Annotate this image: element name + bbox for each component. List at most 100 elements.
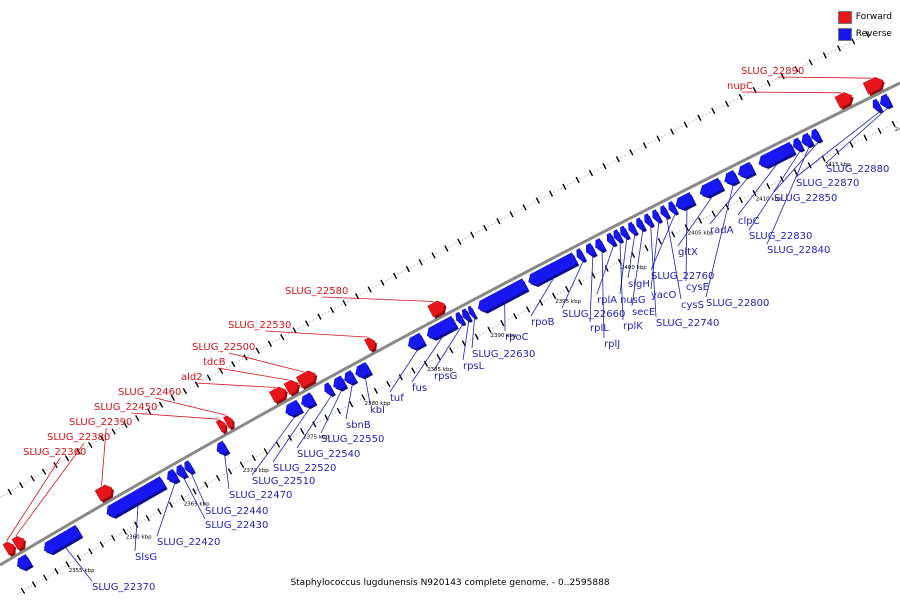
tick-mark bbox=[373, 387, 379, 394]
tick-dot bbox=[226, 366, 228, 369]
gene-leader-line bbox=[530, 276, 556, 317]
tick-dot bbox=[259, 453, 261, 456]
tick-dot bbox=[436, 253, 438, 255]
reverse-gene-arrow bbox=[737, 161, 756, 178]
tick-dot bbox=[155, 512, 158, 514]
tick-dot bbox=[688, 122, 690, 124]
tick-dot bbox=[365, 290, 368, 292]
tick-dot bbox=[533, 201, 536, 203]
gene-leader-line bbox=[596, 245, 614, 295]
tick-layer bbox=[0, 30, 898, 595]
tick-dot bbox=[761, 85, 763, 88]
tick-dot bbox=[278, 338, 280, 340]
tick-dot bbox=[106, 540, 109, 542]
tick-dot bbox=[169, 398, 171, 401]
tick-dot bbox=[567, 184, 569, 186]
tick-dot bbox=[789, 72, 791, 74]
tick-dot bbox=[369, 393, 371, 395]
tick-dot bbox=[283, 440, 285, 442]
gene-leader-line bbox=[411, 334, 445, 383]
reverse-gene-label: nusG bbox=[620, 295, 646, 306]
tick-dot bbox=[576, 283, 578, 285]
tick-mark bbox=[697, 114, 702, 122]
tick-dot bbox=[284, 334, 287, 337]
tick-dot bbox=[84, 553, 86, 556]
tick-dot bbox=[696, 221, 698, 223]
tick-dot bbox=[121, 532, 123, 534]
forward-gene-arrow bbox=[295, 370, 316, 389]
reverse-gene-label: sbnB bbox=[346, 420, 371, 431]
tick-dot bbox=[86, 445, 89, 448]
tick-dot bbox=[889, 125, 891, 127]
tick-dot bbox=[341, 408, 343, 410]
tick-dot bbox=[530, 307, 533, 309]
reverse-gene-label: SLUG_22510 bbox=[252, 476, 315, 487]
tick-dot bbox=[37, 474, 39, 476]
tick-mark bbox=[30, 475, 35, 482]
forward-gene-label: SLUG_22360 bbox=[23, 447, 86, 458]
tick-dot bbox=[620, 156, 622, 159]
tick-dot bbox=[863, 35, 865, 37]
tick-dot bbox=[38, 580, 41, 582]
tick-dot bbox=[651, 141, 653, 143]
gene-leader-line bbox=[737, 161, 779, 216]
reverse-gene-arrow bbox=[660, 205, 670, 219]
tick-dot bbox=[275, 339, 277, 342]
gene-leader-line bbox=[389, 348, 419, 393]
gene-leader-line bbox=[217, 367, 290, 381]
tick-dot bbox=[428, 361, 430, 363]
reverse-gene-arrow bbox=[613, 229, 623, 243]
tick-mark bbox=[206, 374, 212, 381]
tick-dot bbox=[447, 351, 449, 353]
tick-mark bbox=[386, 380, 391, 388]
reverse-gene-label: SLUG_22520 bbox=[273, 463, 336, 474]
tick-dot bbox=[664, 134, 666, 136]
tick-dot bbox=[674, 129, 677, 131]
tick-dot bbox=[319, 420, 322, 422]
tick-mark bbox=[122, 528, 127, 535]
tick-mark bbox=[671, 231, 676, 238]
reverse-gene-arrow bbox=[176, 464, 188, 478]
tick-mark bbox=[54, 567, 59, 575]
tick-dot bbox=[599, 271, 601, 273]
tick-dot bbox=[118, 534, 120, 536]
tick-dot bbox=[199, 487, 202, 489]
tick-dot bbox=[747, 92, 749, 95]
tick-mark bbox=[496, 217, 501, 225]
tick-mark bbox=[99, 541, 105, 548]
tick-dot bbox=[344, 406, 346, 409]
tick-mark bbox=[41, 468, 47, 475]
tick-dot bbox=[157, 405, 159, 407]
gene-leader-line bbox=[631, 230, 644, 307]
tick-dot bbox=[335, 412, 337, 414]
tick-mark bbox=[698, 217, 703, 224]
tick-mark bbox=[215, 474, 221, 482]
tick-dot bbox=[0, 496, 3, 498]
tick-mark bbox=[436, 353, 441, 361]
tick-dot bbox=[92, 442, 94, 444]
tick-dot bbox=[813, 59, 815, 62]
tick-dot bbox=[730, 204, 732, 206]
reverse-gene-label: SLUG_22830 bbox=[749, 231, 812, 242]
tick-dot bbox=[415, 368, 418, 370]
tick-dot bbox=[705, 113, 707, 116]
tick-dot bbox=[600, 167, 602, 169]
tick-dot bbox=[848, 42, 851, 44]
tick-dot bbox=[61, 567, 63, 569]
tick-mark bbox=[766, 79, 771, 87]
tick-dot bbox=[771, 80, 773, 83]
tick-dot bbox=[127, 422, 130, 424]
tick-dot bbox=[381, 386, 383, 389]
tick-dot bbox=[6, 492, 8, 495]
tick-dot bbox=[34, 476, 37, 478]
tick-dot bbox=[540, 198, 542, 200]
tick-dot bbox=[36, 582, 38, 584]
tick-dot bbox=[625, 257, 628, 259]
reverse-gene-arrow bbox=[606, 232, 617, 246]
gene-leader-line bbox=[748, 151, 801, 231]
tick-dot bbox=[843, 147, 846, 149]
tick-dot bbox=[141, 520, 143, 523]
gene-leader-line bbox=[601, 251, 605, 339]
scale-label: 2400 kbp bbox=[621, 265, 647, 271]
tick-dot bbox=[736, 98, 739, 100]
